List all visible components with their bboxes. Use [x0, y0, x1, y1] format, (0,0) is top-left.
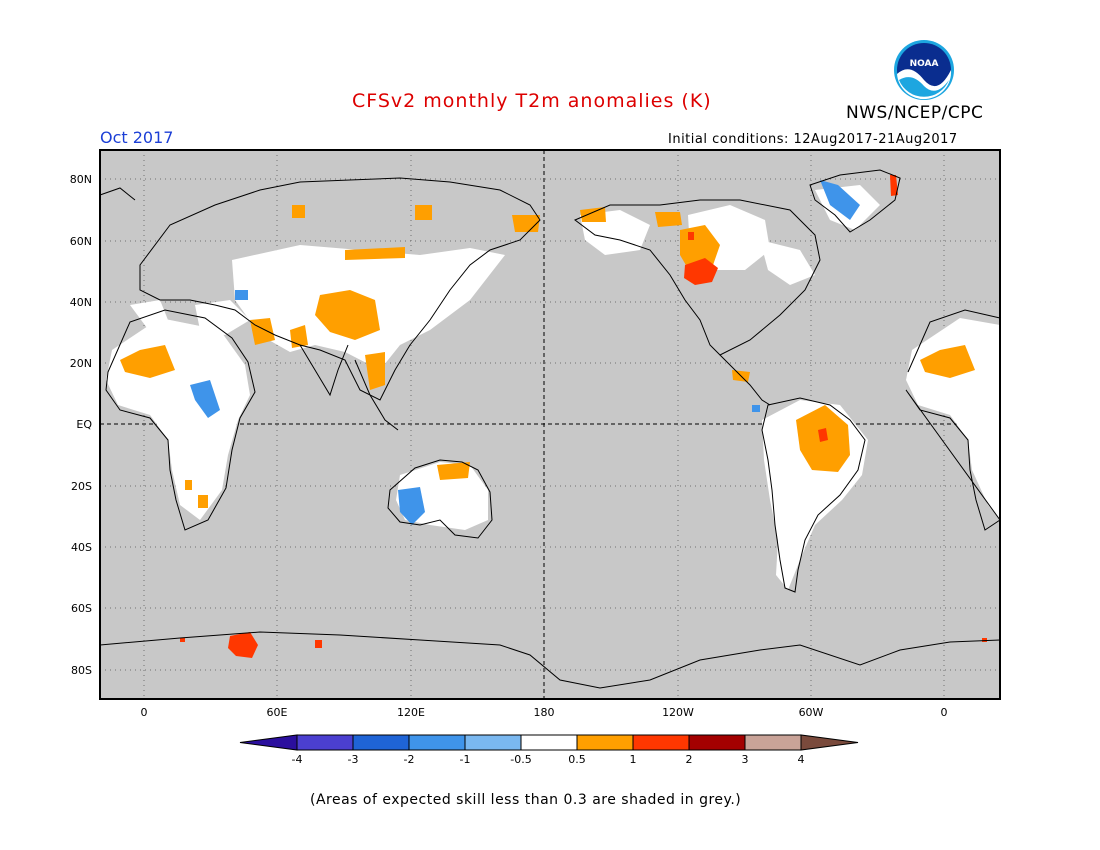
- lon-label: 120W: [662, 706, 694, 719]
- coastlines: [99, 169, 1001, 689]
- colorbar-cell: [800, 734, 859, 751]
- colorbar-label: -1: [459, 753, 471, 766]
- colorbar-label: 0.5: [568, 753, 586, 766]
- colorbar-label: -4: [291, 753, 303, 766]
- colorbar-label: 1: [629, 753, 637, 766]
- colorbar-cell: [632, 734, 690, 751]
- lat-label: 40N: [69, 296, 92, 309]
- lon-label: 0: [140, 706, 148, 719]
- lat-label: 20N: [69, 357, 92, 370]
- lat-label: 60N: [69, 235, 92, 248]
- lon-label: 60W: [798, 706, 824, 719]
- lon-label: 180: [533, 706, 555, 719]
- lat-label: 20S: [71, 480, 92, 493]
- noaa-logo-icon: NOAA: [894, 40, 954, 100]
- initial-conditions: Initial conditions: 12Aug2017-21Aug2017: [668, 132, 958, 147]
- colorbar-label: -3: [347, 753, 359, 766]
- lat-label: EQ: [76, 418, 92, 431]
- chart-title: CFSv2 monthly T2m anomalies (K): [352, 90, 712, 112]
- colorbar-cell: [688, 734, 746, 751]
- forecast-month: Oct 2017: [100, 128, 174, 147]
- graticule: [100, 150, 1000, 699]
- colorbar-cell: [352, 734, 410, 751]
- colorbar-cell: [576, 734, 634, 751]
- colorbar-label: 2: [685, 753, 693, 766]
- colorbar-cell: [239, 734, 298, 751]
- lon-label: 120E: [397, 706, 425, 719]
- anomaly-fields: [106, 175, 1000, 658]
- lon-label: 60E: [266, 706, 288, 719]
- colorbar-cell: [744, 734, 802, 751]
- footnote: (Areas of expected skill less than 0.3 a…: [310, 792, 742, 808]
- colorbar-cell: [296, 734, 354, 751]
- lat-label: 40S: [71, 541, 92, 554]
- lat-label: 60S: [71, 602, 92, 615]
- lat-label: 80S: [71, 664, 92, 677]
- colorbar-label: -0.5: [510, 753, 532, 766]
- lat-label: 80N: [69, 173, 92, 186]
- colorbar-cell: [464, 734, 522, 751]
- colorbar-label: -2: [403, 753, 415, 766]
- lon-label: 0: [940, 706, 948, 719]
- colorbar-cell: [408, 734, 466, 751]
- colorbar-cell: [520, 734, 578, 751]
- agency-label: NWS/NCEP/CPC: [846, 103, 984, 123]
- colorbar-label: 3: [741, 753, 749, 766]
- colorbar-label: 4: [797, 753, 805, 766]
- map-area: [99, 149, 1001, 700]
- colorbar: [239, 734, 859, 751]
- noaa-logo-text: NOAA: [910, 59, 939, 69]
